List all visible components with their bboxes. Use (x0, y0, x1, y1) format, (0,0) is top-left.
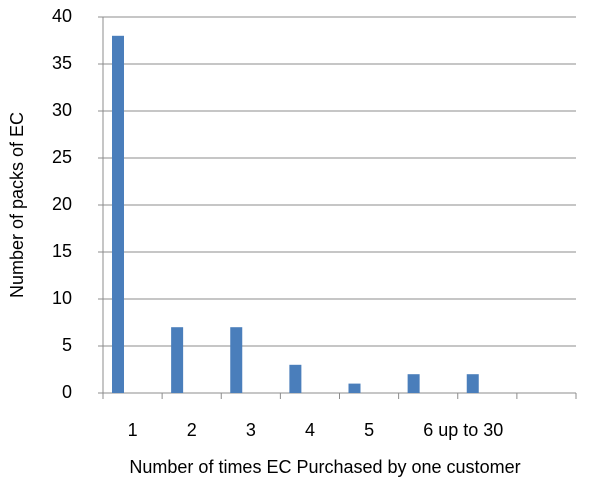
x-tick-label: 4 (305, 420, 315, 440)
y-axis-title: Number of packs of EC (7, 112, 27, 298)
bar (466, 374, 479, 393)
bar (348, 383, 361, 393)
y-tick-label: 30 (52, 100, 72, 120)
y-tick-label: 10 (52, 288, 72, 308)
x-axis-title: Number of times EC Purchased by one cust… (129, 457, 520, 477)
bar (230, 327, 243, 393)
y-tick-label: 15 (52, 241, 72, 261)
x-tick-label: 5 (364, 420, 374, 440)
bar (407, 374, 420, 393)
y-tick-label: 5 (62, 335, 72, 355)
y-tick-label: 40 (52, 6, 72, 26)
bar (112, 35, 124, 394)
y-tick-label: 20 (52, 194, 72, 214)
bar (289, 364, 302, 393)
x-tick-label: 1 (128, 420, 138, 440)
x-tick-label: 2 (187, 420, 197, 440)
x-tick-label: 6 up to 30 (423, 420, 503, 440)
y-tick-label: 0 (62, 382, 72, 402)
bar (171, 327, 184, 393)
x-tick-label: 3 (246, 420, 256, 440)
y-tick-label: 35 (52, 53, 72, 73)
y-tick-label: 25 (52, 147, 72, 167)
